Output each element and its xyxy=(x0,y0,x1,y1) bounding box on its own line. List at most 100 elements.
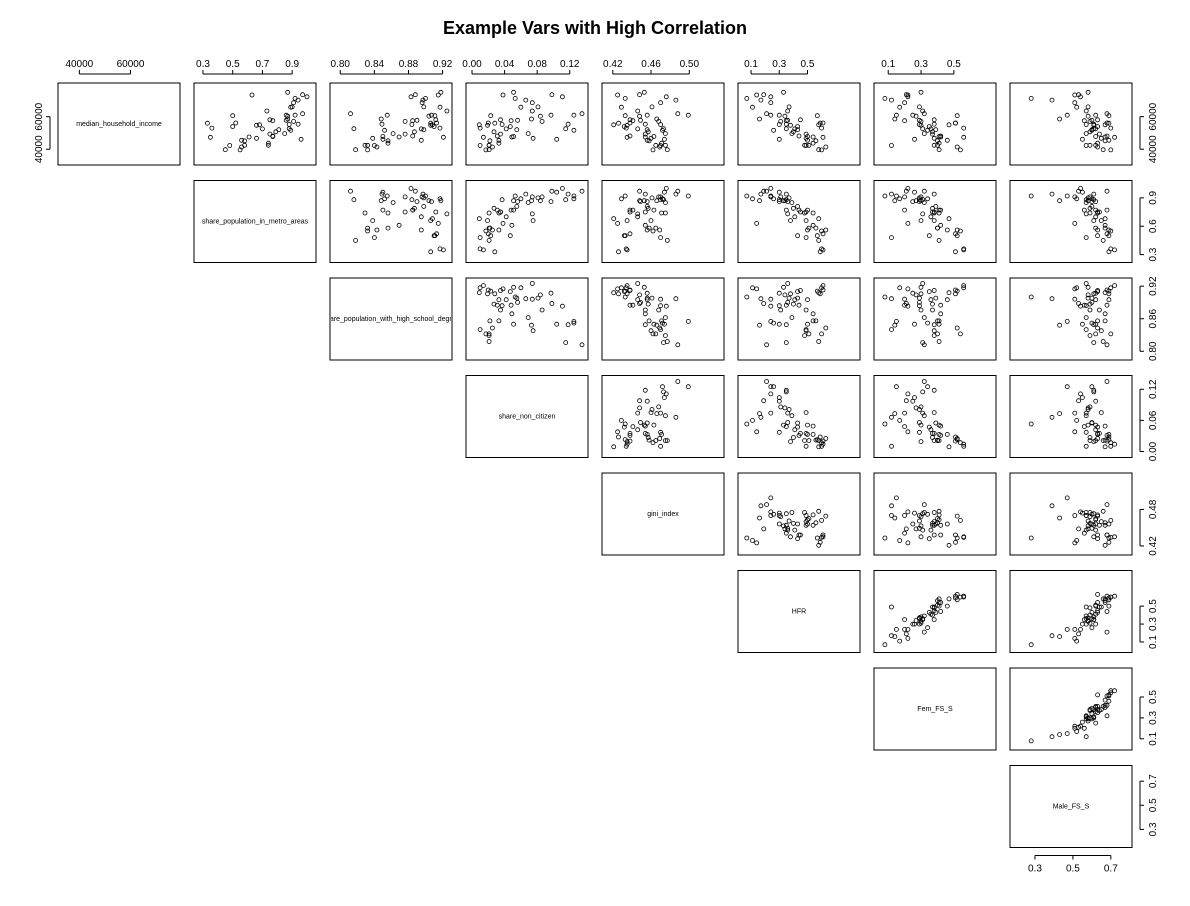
right-axis-label: 0.9 xyxy=(1148,190,1159,204)
scatter-point xyxy=(673,191,679,197)
scatter-point xyxy=(1102,542,1108,548)
scatter-point xyxy=(1089,117,1095,123)
scatter-point xyxy=(1074,285,1080,291)
scatter-point xyxy=(814,233,820,239)
scatter-point xyxy=(757,198,762,204)
scatter-point xyxy=(642,222,648,228)
scatter-point xyxy=(778,404,784,410)
scatter-point xyxy=(1049,296,1055,302)
scatter-point xyxy=(776,395,782,401)
scatter-point xyxy=(548,290,554,296)
scatter-point xyxy=(488,113,494,119)
scatter-point xyxy=(1078,627,1083,632)
scatter-point xyxy=(1087,142,1093,148)
scatter-point xyxy=(499,122,505,127)
scatter-point xyxy=(1100,237,1106,243)
scatter-point xyxy=(1028,193,1034,199)
scatter-point xyxy=(1095,710,1100,716)
scatter-point xyxy=(656,404,662,410)
scatter-point xyxy=(511,321,516,327)
scatter-point xyxy=(823,325,829,331)
diagonal-label-share-population-in-metro-areas: share_population_in_metro_areas xyxy=(202,219,309,226)
scatter-point xyxy=(560,185,565,191)
scatter-point xyxy=(1106,137,1112,143)
scatter-point xyxy=(623,443,629,449)
scatter-point xyxy=(627,302,633,308)
scatter-point xyxy=(637,198,642,204)
scatter-point xyxy=(1095,608,1100,613)
scatter-point xyxy=(1104,207,1110,213)
scatter-point xyxy=(1098,410,1104,416)
scatter-point xyxy=(889,296,894,302)
scatter-point xyxy=(496,137,502,143)
scatter-point xyxy=(917,420,922,425)
scatter-point xyxy=(563,340,569,346)
scatter-point xyxy=(944,431,950,437)
scatter-point xyxy=(761,398,767,404)
scatter-point xyxy=(1091,322,1097,328)
diagonal-label-share-non-citizen: share_non_citizen xyxy=(499,414,556,421)
scatter-point xyxy=(657,325,663,331)
scatter-point xyxy=(1085,718,1091,724)
scatter-point xyxy=(786,195,792,201)
scatter-point xyxy=(810,522,816,528)
right-axis-label: 0.42 xyxy=(1148,536,1159,556)
scatter-point xyxy=(758,97,764,103)
scatter-point xyxy=(1093,517,1099,523)
panel-frame xyxy=(329,180,453,263)
scatter-point xyxy=(1076,398,1081,404)
scatter-point xyxy=(411,205,417,211)
scatter-point xyxy=(624,218,630,224)
scatter-point xyxy=(786,407,792,412)
scatter-point xyxy=(1028,294,1034,300)
right-axis-label: 0.3 xyxy=(1148,710,1159,724)
scatter-point xyxy=(635,427,641,433)
scatter-point xyxy=(298,136,304,142)
scatter-point xyxy=(1083,604,1089,610)
scatter-point xyxy=(365,147,371,153)
scatter-point xyxy=(649,295,655,301)
scatter-point xyxy=(1083,122,1089,127)
scatter-point xyxy=(654,411,660,417)
scatter-point xyxy=(816,339,822,344)
scatter-point xyxy=(1074,638,1080,644)
scatter-point xyxy=(1091,291,1097,297)
right-axis-label: 0.6 xyxy=(1148,219,1159,233)
scatter-point xyxy=(938,532,944,538)
scatter-point xyxy=(233,120,239,126)
scatter-point xyxy=(1102,311,1108,317)
scatter-point xyxy=(931,617,937,622)
scatter-point xyxy=(786,104,792,110)
scatter-point xyxy=(426,113,432,119)
scatter-point xyxy=(1102,222,1108,228)
scatter-point xyxy=(1108,246,1114,252)
scatter-point xyxy=(894,193,899,199)
scatter-point xyxy=(953,231,958,237)
scatter-point xyxy=(758,191,764,197)
scatter-point xyxy=(1076,526,1081,532)
scatter-point xyxy=(487,318,493,324)
scatter-point xyxy=(936,140,942,146)
scatter-point xyxy=(1085,198,1091,204)
scatter-point xyxy=(642,322,648,328)
scatter-point xyxy=(622,193,628,199)
scatter-point xyxy=(935,520,940,526)
scatter-point xyxy=(402,119,408,124)
scatter-point xyxy=(483,228,489,234)
scatter-point xyxy=(291,100,297,106)
scatter-point xyxy=(664,147,670,153)
scatter-point xyxy=(795,521,800,527)
scatter-point xyxy=(936,318,942,324)
scatter-point xyxy=(273,129,279,135)
bottom-axis-label: 0.5 xyxy=(1066,864,1080,875)
panel-frame xyxy=(601,472,725,556)
scatter-point xyxy=(1102,225,1108,231)
scatter-point xyxy=(396,134,402,140)
scatter-point xyxy=(913,198,919,204)
scatter-point xyxy=(1083,513,1089,518)
scatter-point xyxy=(1081,725,1087,731)
scatter-point xyxy=(549,188,555,194)
scatter-point xyxy=(492,120,498,126)
scatter-point xyxy=(685,318,691,324)
scatter-point xyxy=(1049,414,1055,420)
